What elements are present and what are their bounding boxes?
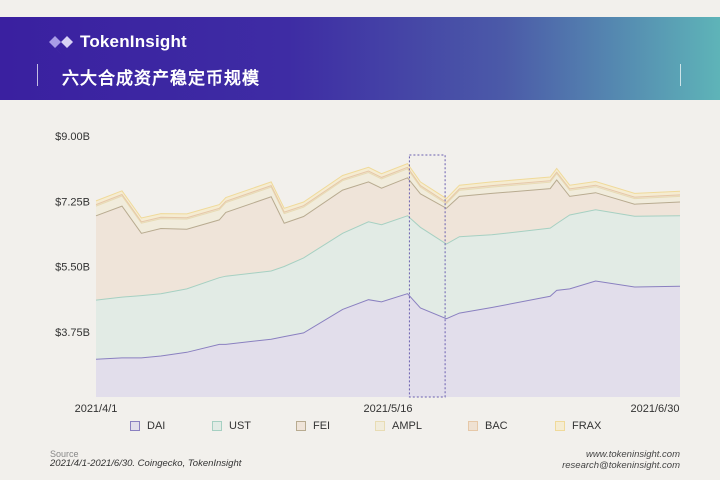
line-fei [95,177,681,234]
area-fei [96,177,680,301]
y-tick-label: $3.75B [55,327,90,339]
tokeninsight-logo-icon [49,30,73,54]
legend-item-frax: FRAX [555,420,601,432]
legend-swatch [130,421,140,431]
legend-item-dai: DAI [130,420,165,432]
area-dai [96,281,680,397]
legend-item-bac: BAC [468,420,508,432]
header-banner: TokenInsight 六大合成资产稳定币规模 [0,17,720,100]
email-link[interactable]: research@tokeninsight.com [562,460,680,471]
legend-label: FRAX [572,420,602,432]
source-label: Source [50,449,79,459]
chart-legend: DAI UST FEI AMPL BAC FRAX [0,420,720,436]
line-frax [95,162,681,219]
legend-label: AMPL [392,420,422,432]
area-frax [96,163,680,222]
legend-item-fei: FEI [296,420,330,432]
contact-info: www.tokeninsight.com research@tokeninsig… [562,449,680,471]
line-dai [95,280,681,360]
legend-label: FEI [313,420,331,432]
source-text: 2021/4/1-2021/6/30. Coingecko, TokenInsi… [50,458,242,469]
title-divider-left [37,64,38,86]
legend-swatch [468,421,478,431]
y-tick-label: $9.00B [55,131,90,143]
legend-swatch [296,421,306,431]
legend-swatch [555,421,565,431]
y-tick-label: $5.50B [55,262,90,274]
x-tick-label: 2021/5/16 [364,403,413,415]
title-divider-right [680,64,681,86]
brand-name: TokenInsight [80,32,187,51]
legend-swatch [212,421,222,431]
line-ampl [95,168,681,224]
highlight-box [408,154,446,398]
legend-label: UST [229,420,251,432]
legend-label: DAI [147,420,166,432]
website-link[interactable]: www.tokeninsight.com [586,449,680,460]
brand-logo: TokenInsight [48,29,187,55]
legend-label: BAC [485,420,508,432]
legend-item-ampl: AMPL [375,420,422,432]
page-title: 六大合成资产稳定币规模 [62,69,260,88]
legend-item-ust: UST [212,420,251,432]
legend-swatch [375,421,385,431]
x-tick-label: 2021/6/30 [631,403,680,415]
line-ust [95,209,681,301]
line-bac [95,166,681,223]
y-tick-label: $7.25B [55,196,90,208]
x-tick-label: 2021/4/1 [75,403,118,415]
area-ampl [96,168,680,234]
area-ust [96,209,680,360]
